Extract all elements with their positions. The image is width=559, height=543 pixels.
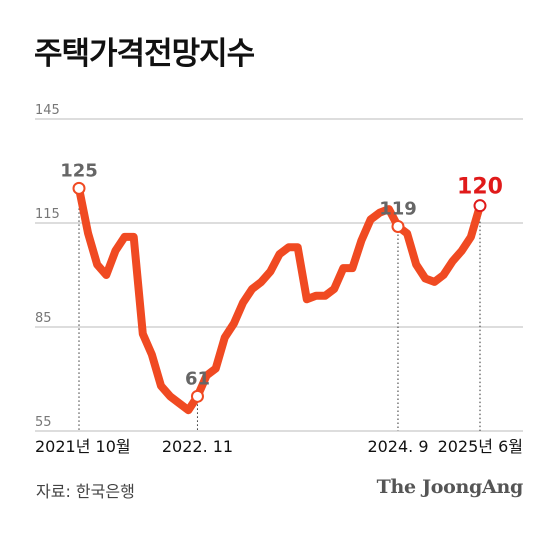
x-tick-label: 2024. 9 (367, 437, 428, 456)
data-label: 119 (379, 198, 417, 219)
gridlines (35, 118, 523, 432)
y-tick-label: 55 (35, 415, 52, 430)
point-marker (473, 199, 487, 213)
y-tick-label: 115 (35, 207, 60, 222)
guide-lines (78, 188, 481, 431)
annotations: 125 61 119 120 (60, 160, 503, 389)
x-tick-label: 2022. 11 (162, 437, 233, 456)
point-marker (391, 219, 405, 233)
y-tick-label: 145 (35, 103, 60, 118)
markers (72, 181, 487, 403)
data-label: 61 (185, 368, 210, 389)
data-label: 120 (457, 175, 503, 200)
point-marker (190, 389, 204, 403)
y-tick-label: 85 (35, 311, 52, 326)
x-tick-label: 2025년 6월 (438, 437, 523, 456)
publisher-logo: The JoongAng (376, 476, 524, 498)
series-line (75, 184, 484, 415)
data-label: 125 (60, 160, 98, 181)
point-marker (72, 181, 86, 195)
source-note: 자료: 한국은행 (36, 482, 135, 501)
y-axis-labels: 145 115 85 55 (35, 103, 60, 430)
x-tick-label: 2021년 10월 (35, 437, 131, 456)
chart-title: 주택가격전망지수 (34, 36, 255, 72)
x-axis-labels: 2021년 10월 2022. 11 2024. 9 2025년 6월 (35, 437, 523, 456)
